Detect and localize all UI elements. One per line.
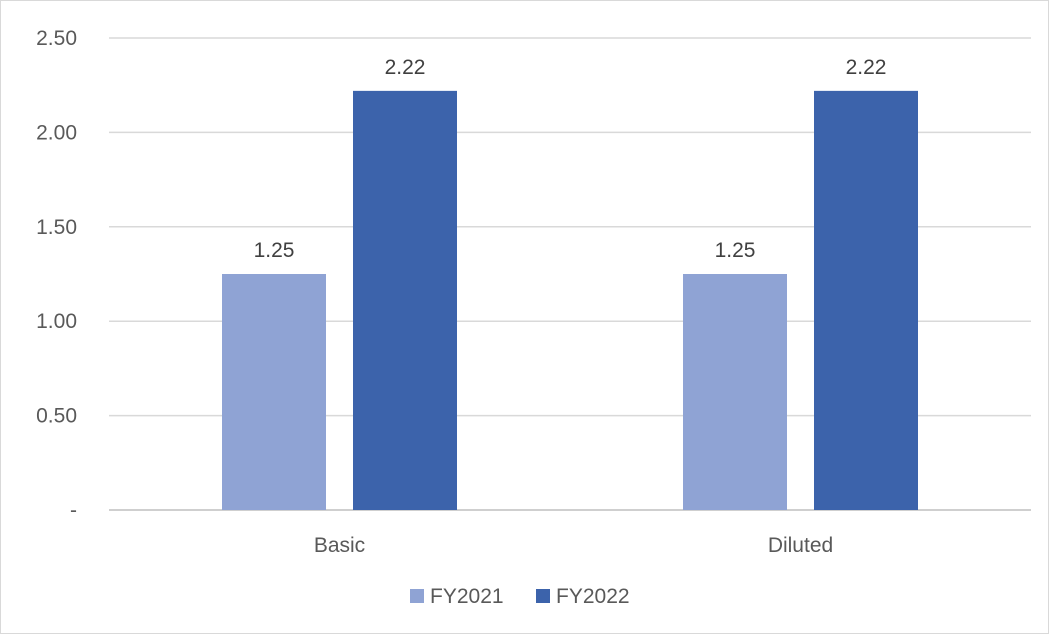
data-label: 2.22 <box>846 56 887 79</box>
bar-fy2021-basic <box>222 274 326 510</box>
y-tick-label: 1.00 <box>36 310 77 333</box>
data-label: 1.25 <box>254 239 295 262</box>
y-tick-label: 0.50 <box>36 405 77 428</box>
x-category-label: Basic <box>314 534 365 557</box>
x-category-label: Diluted <box>768 534 833 557</box>
y-tick-label: 2.50 <box>36 27 77 50</box>
data-label: 2.22 <box>385 56 426 79</box>
x-axis-categories: Basic Diluted <box>314 534 833 557</box>
bar-fy2022-basic <box>353 90 457 510</box>
y-tick-label: 1.50 <box>36 216 77 239</box>
legend-label: FY2022 <box>556 585 630 608</box>
data-label: 1.25 <box>715 239 756 262</box>
y-tick-label: 2.00 <box>36 121 77 144</box>
bar-fy2022-diluted <box>814 90 918 510</box>
data-labels: 1.25 2.22 1.25 2.22 <box>254 56 887 262</box>
bars <box>222 90 918 510</box>
bar-fy2021-diluted <box>683 274 787 510</box>
y-axis-ticks: - 0.50 1.00 1.50 2.00 2.50 <box>36 27 77 522</box>
legend: FY2021 FY2022 <box>410 585 630 608</box>
legend-swatch-fy2021 <box>410 589 424 603</box>
legend-label: FY2021 <box>430 585 504 608</box>
y-tick-label: - <box>70 499 77 522</box>
legend-swatch-fy2022 <box>536 589 550 603</box>
